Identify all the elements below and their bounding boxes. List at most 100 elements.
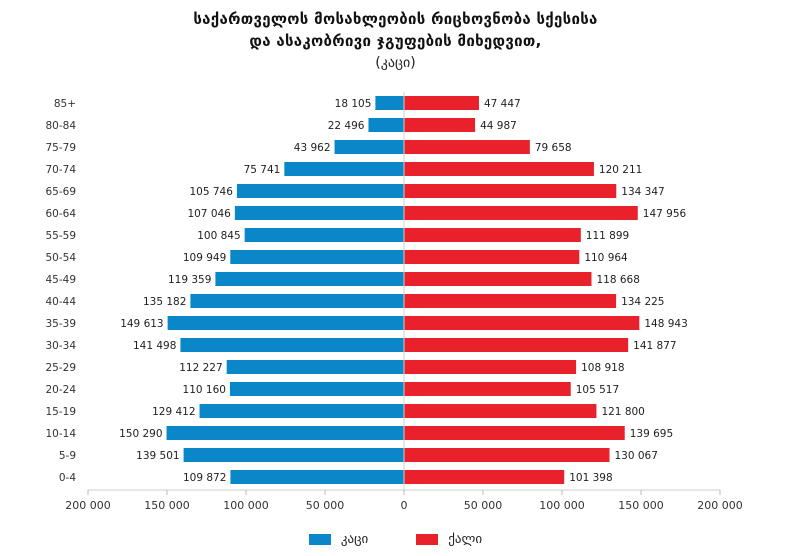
bar-women bbox=[404, 448, 610, 462]
chart-subtitle: (კაცი) bbox=[375, 55, 416, 71]
data-label-women: 134 225 bbox=[621, 296, 664, 308]
data-label-men: 149 613 bbox=[120, 318, 163, 330]
legend-label-men: კაცი bbox=[340, 532, 369, 547]
bar-men bbox=[244, 228, 404, 242]
bar-men bbox=[229, 382, 404, 396]
data-label-men: 18 105 bbox=[335, 98, 372, 110]
data-label-men: 75 741 bbox=[244, 164, 281, 176]
bar-women bbox=[404, 96, 479, 110]
age-group-label: 0-4 bbox=[59, 472, 76, 484]
data-label-men: 141 498 bbox=[133, 340, 176, 352]
data-label-men: 119 359 bbox=[168, 274, 211, 286]
bar-women bbox=[404, 228, 581, 242]
bar-women bbox=[404, 404, 597, 418]
chart-legend: კაცი ქალი bbox=[0, 532, 791, 547]
x-tick-label: 50 000 bbox=[464, 499, 503, 512]
data-label-women: 147 956 bbox=[643, 208, 687, 220]
data-label-men: 135 182 bbox=[143, 296, 186, 308]
bar-women bbox=[404, 250, 580, 264]
bar-men bbox=[166, 426, 404, 440]
data-label-men: 100 845 bbox=[197, 230, 240, 242]
bar-men bbox=[215, 272, 404, 286]
data-label-men: 150 290 bbox=[119, 428, 162, 440]
data-label-men: 105 746 bbox=[189, 186, 233, 198]
x-tick-label: 100 000 bbox=[223, 499, 269, 512]
x-tick-label: 0 bbox=[401, 499, 408, 512]
age-group-label: 65-69 bbox=[45, 186, 76, 198]
age-group-label: 10-14 bbox=[45, 428, 76, 440]
age-group-label: 30-34 bbox=[45, 340, 76, 352]
age-group-label: 70-74 bbox=[45, 164, 76, 176]
data-label-women: 79 658 bbox=[535, 142, 572, 154]
legend-swatch-women bbox=[416, 534, 439, 545]
x-tick-label: 150 000 bbox=[618, 499, 664, 512]
x-tick-label: 200 000 bbox=[65, 499, 111, 512]
data-label-women: 134 347 bbox=[621, 186, 664, 198]
bar-men bbox=[199, 404, 404, 418]
data-label-men: 22 496 bbox=[328, 120, 365, 132]
age-group-label: 20-24 bbox=[45, 384, 76, 396]
age-group-label: 5-9 bbox=[59, 450, 76, 462]
chart-title-line-2: და ასაკობრივი ჯგუფების მიხედვით, bbox=[249, 32, 542, 50]
chart-title-block: საქართველოს მოსახლეობის რიცხოვნობა სქესი… bbox=[0, 8, 791, 74]
chart-title-line-1: საქართველოს მოსახლეობის რიცხოვნობა სქესი… bbox=[193, 10, 598, 28]
bar-women bbox=[404, 426, 625, 440]
data-label-women: 130 067 bbox=[615, 450, 658, 462]
legend-label-women: ქალი bbox=[448, 532, 483, 547]
data-label-men: 43 962 bbox=[294, 142, 331, 154]
data-label-men: 139 501 bbox=[136, 450, 179, 462]
data-label-women: 110 964 bbox=[584, 252, 628, 264]
bar-women bbox=[404, 294, 617, 308]
bar-men bbox=[226, 360, 404, 374]
x-tick-label: 200 000 bbox=[697, 499, 743, 512]
data-label-women: 148 943 bbox=[644, 318, 687, 330]
bar-men bbox=[180, 338, 404, 352]
bar-men bbox=[183, 448, 404, 462]
bar-men bbox=[375, 96, 404, 110]
bar-men bbox=[234, 206, 404, 220]
bar-men bbox=[334, 140, 404, 154]
x-tick-label: 150 000 bbox=[144, 499, 190, 512]
x-tick-label: 100 000 bbox=[539, 499, 585, 512]
age-group-label: 45-49 bbox=[45, 274, 76, 286]
age-group-label: 55-59 bbox=[45, 230, 76, 242]
age-group-label: 35-39 bbox=[45, 318, 76, 330]
data-label-women: 105 517 bbox=[576, 384, 619, 396]
bar-men bbox=[236, 184, 404, 198]
legend-swatch-men bbox=[308, 534, 331, 545]
data-label-women: 44 987 bbox=[480, 120, 517, 132]
data-label-women: 121 800 bbox=[601, 406, 644, 418]
age-group-label: 40-44 bbox=[45, 296, 76, 308]
bar-men bbox=[230, 470, 404, 484]
bar-women bbox=[404, 272, 592, 286]
bar-women bbox=[404, 470, 565, 484]
bar-men bbox=[167, 316, 404, 330]
bar-women bbox=[404, 118, 476, 132]
data-label-women: 108 918 bbox=[581, 362, 624, 374]
age-group-label: 25-29 bbox=[45, 362, 76, 374]
data-label-men: 109 949 bbox=[183, 252, 226, 264]
bar-men bbox=[190, 294, 404, 308]
bar-women bbox=[404, 206, 638, 220]
data-label-women: 120 211 bbox=[599, 164, 642, 176]
data-label-women: 141 877 bbox=[633, 340, 676, 352]
bar-women bbox=[404, 338, 629, 352]
bar-women bbox=[404, 360, 577, 374]
data-label-women: 118 668 bbox=[596, 274, 639, 286]
data-label-men: 110 160 bbox=[183, 384, 226, 396]
data-label-men: 107 046 bbox=[187, 208, 231, 220]
data-label-men: 129 412 bbox=[152, 406, 195, 418]
data-label-women: 139 695 bbox=[630, 428, 673, 440]
bar-men bbox=[230, 250, 404, 264]
age-group-label: 80-84 bbox=[45, 120, 76, 132]
x-tick-label: 50 000 bbox=[306, 499, 345, 512]
bar-men bbox=[368, 118, 404, 132]
age-group-label: 60-64 bbox=[45, 208, 76, 220]
bar-women bbox=[404, 162, 594, 176]
data-label-women: 111 899 bbox=[586, 230, 629, 242]
data-label-men: 112 227 bbox=[179, 362, 222, 374]
data-label-women: 101 398 bbox=[569, 472, 612, 484]
age-group-label: 85+ bbox=[54, 98, 76, 110]
bar-men bbox=[284, 162, 404, 176]
